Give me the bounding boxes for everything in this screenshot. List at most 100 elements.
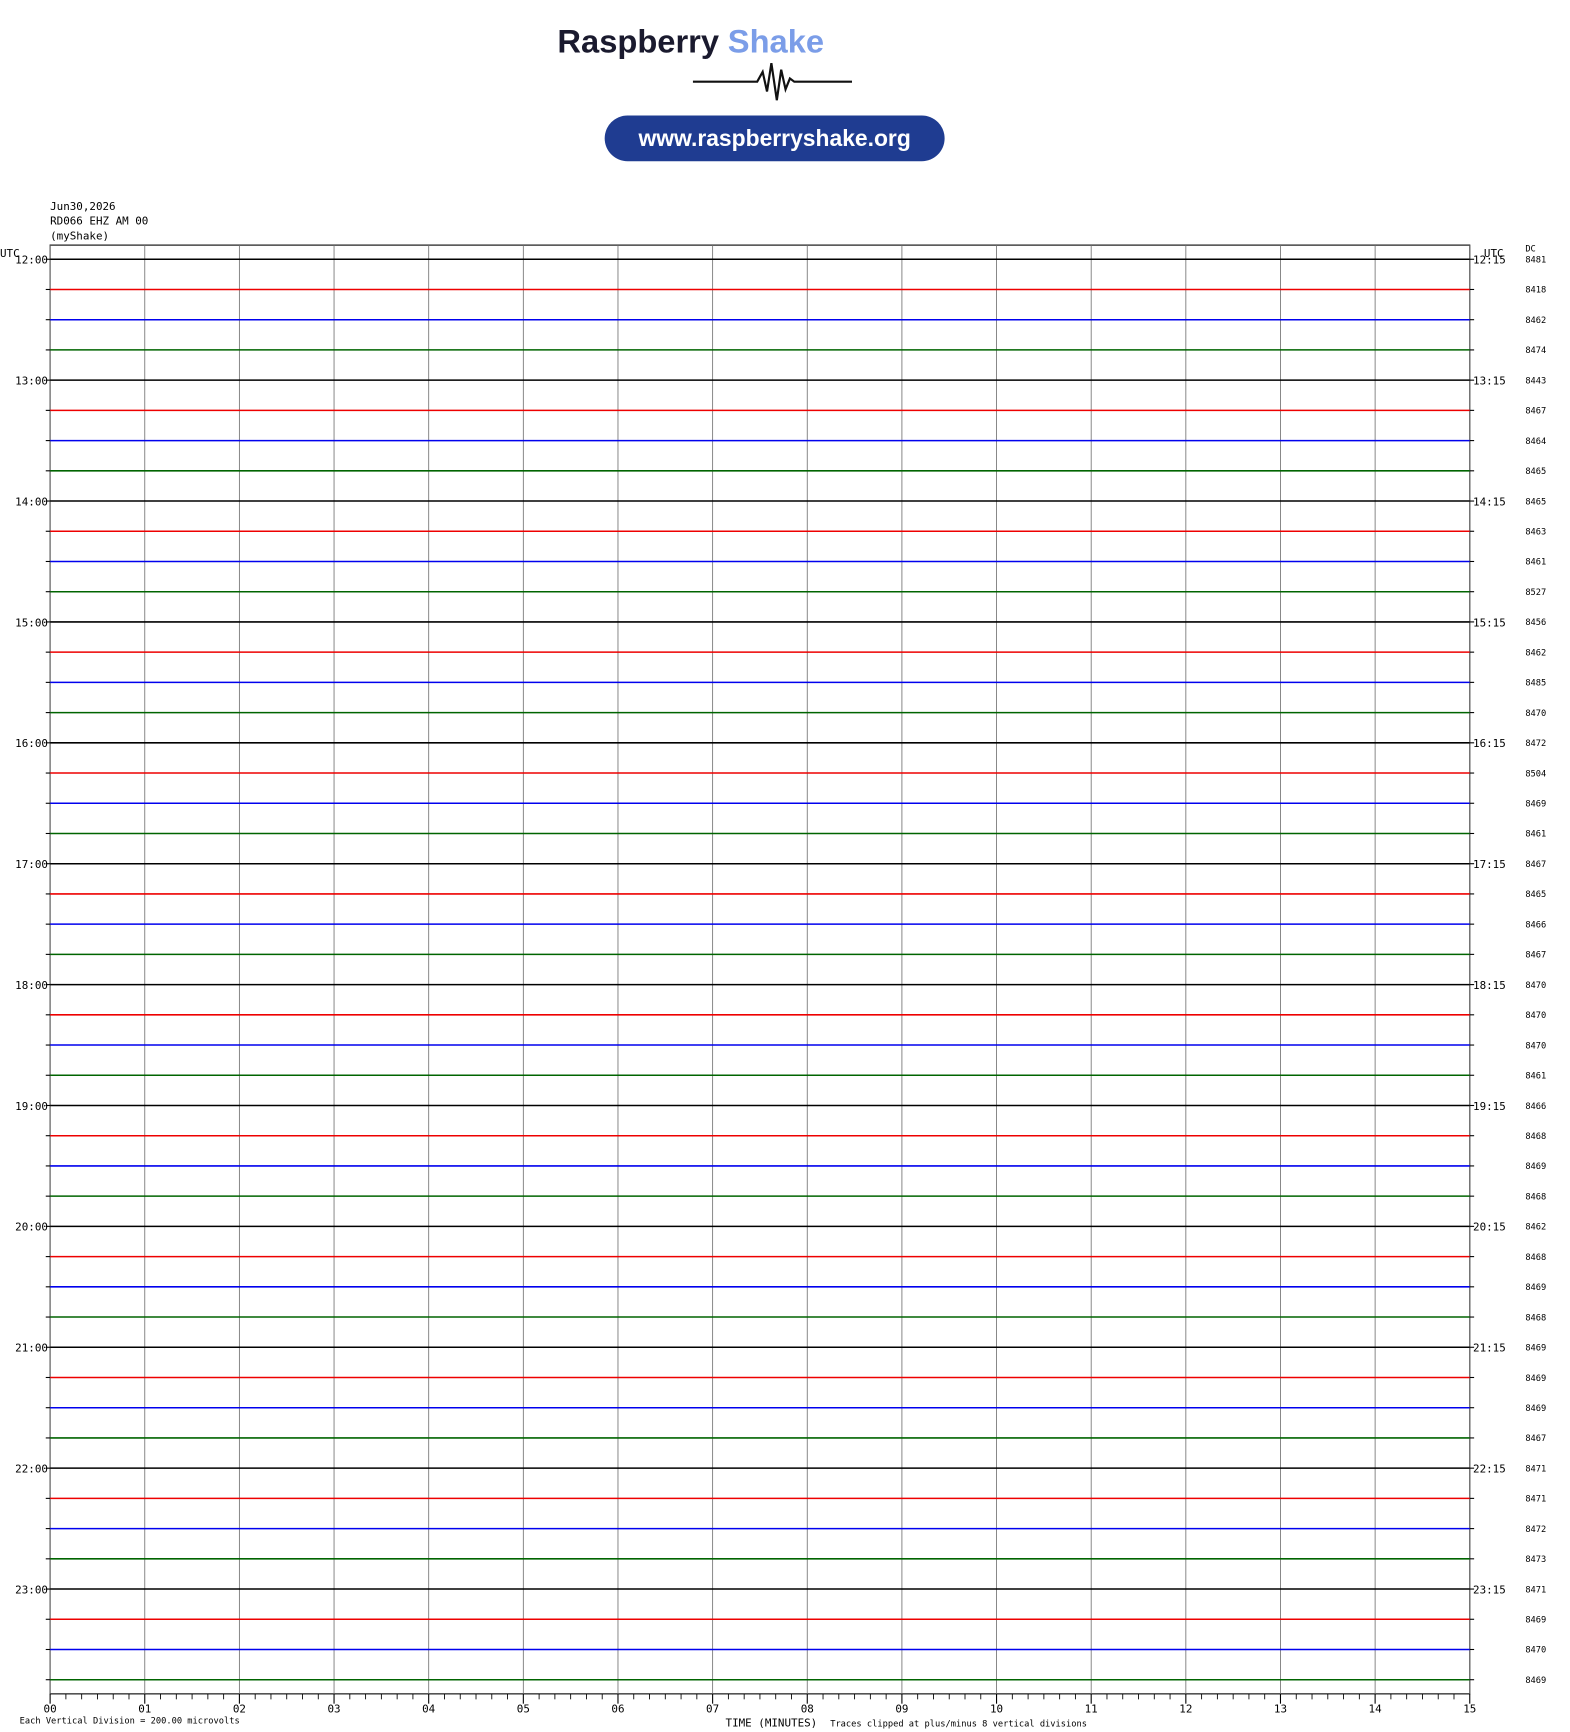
row-time-left: 22:00 [15,1463,48,1476]
dc-value: 8469 [1525,1374,1546,1384]
url[interactable]: www.raspberryshake.org [637,125,910,151]
dc-value: 8468 [1525,1253,1546,1263]
left-unit: UTC [0,247,20,260]
row-time-left: 23:00 [15,1583,48,1596]
row-time-right: 14:15 [1473,495,1506,508]
row-time-left: 14:00 [15,495,48,508]
x-tick-label: 15 [1463,1702,1476,1715]
dc-value: 8465 [1525,890,1546,900]
x-tick-label: 05 [517,1702,530,1715]
dc-value: 8466 [1525,920,1546,930]
row-time-left: 20:00 [15,1221,48,1234]
dc-value: 8470 [1525,1646,1546,1656]
dc-value: 8472 [1525,739,1546,749]
row-time-right: 22:15 [1473,1463,1506,1476]
row-time-right: 20:15 [1473,1221,1506,1234]
row-time-left: 15:00 [15,616,48,629]
dc-value: 8470 [1525,1041,1546,1051]
dc-value: 8467 [1525,860,1546,870]
dc-value: 8472 [1525,1525,1546,1535]
dc-value: 8443 [1525,376,1546,386]
x-tick-label: 12 [1179,1702,1192,1715]
row-time-left: 21:00 [15,1342,48,1355]
division-note: Each Vertical Division = 200.00 microvol… [20,1716,240,1726]
dc-value: 8473 [1525,1555,1546,1565]
x-tick-label: 07 [706,1702,719,1715]
x-tick-label: 08 [801,1702,814,1715]
dc-value: 8465 [1525,467,1546,477]
dc-value: 8418 [1525,286,1546,296]
row-time-left: 12:00 [15,254,48,267]
dc-value: 8461 [1525,1072,1546,1082]
x-tick-label: 10 [990,1702,1003,1715]
dc-value: 8465 [1525,497,1546,507]
url-pill[interactable] [604,115,945,162]
row-time-left: 19:00 [15,1100,48,1113]
dc-value: 8470 [1525,981,1546,991]
x-tick-label: 11 [1085,1702,1098,1715]
dc-value: 8463 [1525,528,1546,538]
plot-frame [49,244,1471,1695]
dc-value: 8469 [1525,1283,1546,1293]
row-time-right: 23:15 [1473,1583,1506,1596]
brand-second: Shake [728,22,824,59]
dc-value: 8485 [1525,679,1546,689]
dc-value: 8469 [1525,1404,1546,1414]
dc-value: 8462 [1525,1223,1546,1233]
dc-value: 8469 [1525,1162,1546,1172]
x-tick-label: 06 [611,1702,624,1715]
dc-value: 8467 [1525,407,1546,417]
row-time-right: 16:15 [1473,737,1506,750]
row-time-right: 13:15 [1473,375,1506,388]
x-tick-label: 03 [327,1702,340,1715]
row-time-right: 12:15 [1473,254,1506,267]
row-time-left: 16:00 [15,737,48,750]
dc-value: 8462 [1525,316,1546,326]
x-tick-label: 02 [233,1702,246,1715]
brand-first: Raspberry [557,22,719,59]
dc-value: 8471 [1525,1585,1546,1595]
dc-value: 8470 [1525,1011,1546,1021]
dc-value: 8468 [1525,1313,1546,1323]
dc-value: 8470 [1525,709,1546,719]
dc-value: 8469 [1525,1344,1546,1354]
dc-value: 8481 [1525,256,1546,266]
dc-value: 8467 [1525,951,1546,961]
clip-note: Traces clipped at plus/minus 8 vertical … [830,1720,1087,1730]
dc-title: DC [1525,245,1535,255]
x-tick-label: 09 [895,1702,908,1715]
dc-value: 8467 [1525,1434,1546,1444]
x-tick-label: 01 [138,1702,151,1715]
x-title: TIME (MINUTES) [726,1717,818,1730]
dc-value: 8468 [1525,1192,1546,1202]
dc-value: 8471 [1525,1464,1546,1474]
row-time-right: 17:15 [1473,858,1506,871]
row-time-left: 18:00 [15,979,48,992]
station: RD066 EHZ AM 00 [50,214,148,227]
owner: (myShake) [50,230,109,243]
dc-value: 8461 [1525,830,1546,840]
row-time-left: 13:00 [15,375,48,388]
dc-value: 8471 [1525,1495,1546,1505]
row-time-right: 15:15 [1473,616,1506,629]
row-time-right: 21:15 [1473,1342,1506,1355]
dc-value: 8456 [1525,618,1546,628]
date: Jun30,2026 [50,200,115,213]
right-unit: UTC [1484,247,1504,260]
x-tick-label: 13 [1274,1702,1287,1715]
dc-value: 8466 [1525,1102,1546,1112]
row-time-left: 17:00 [15,858,48,871]
x-tick-label: 00 [44,1702,57,1715]
x-tick-label: 04 [422,1702,436,1715]
dc-value: 8527 [1525,588,1546,598]
dc-value: 8474 [1525,346,1546,356]
x-tick-label: 14 [1369,1702,1383,1715]
dc-value: 8461 [1525,558,1546,568]
dc-value: 8464 [1525,437,1546,447]
dc-value: 8469 [1525,800,1546,810]
dc-value: 8504 [1525,769,1546,779]
dc-value: 8469 [1525,1616,1546,1626]
dc-value: 8469 [1525,1676,1546,1686]
